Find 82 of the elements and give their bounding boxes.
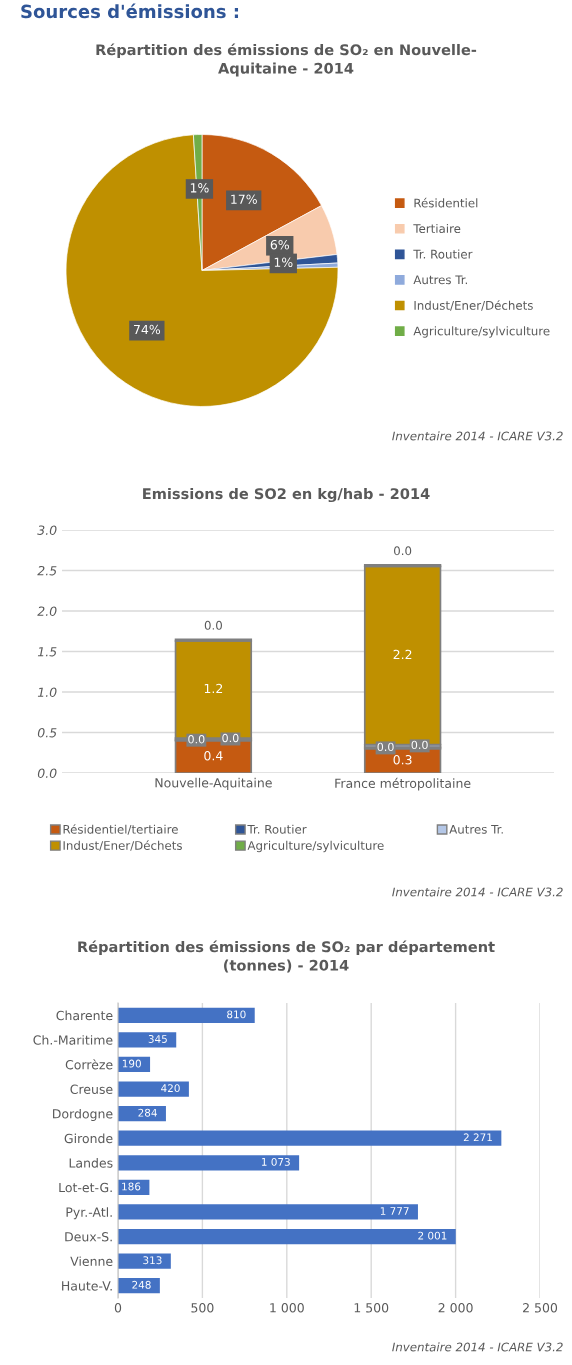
- y-tick-label: 1.5: [37, 647, 57, 657]
- y-tick-label: 2.5: [37, 565, 57, 576]
- x-tick-label: 2 000: [438, 1303, 473, 1313]
- data-label: 313: [143, 1256, 162, 1265]
- data-label: 420: [161, 1084, 180, 1093]
- x-tick-label: Nouvelle-Aquitaine: [155, 777, 272, 790]
- bar: [118, 1228, 456, 1245]
- x-tick-label: France métropolitaine: [335, 777, 471, 791]
- bar: [118, 1253, 171, 1269]
- y-tick-label: 3.0: [37, 525, 57, 535]
- data-label: 17%: [231, 194, 257, 204]
- x-tick-label: 2 500: [523, 1303, 558, 1313]
- bar: [118, 1081, 189, 1097]
- y-tick-label: Corrèze: [65, 1059, 113, 1070]
- data-label: 1 777: [380, 1207, 409, 1215]
- y-tick-label: 2.0: [37, 606, 57, 616]
- data-label: 186: [122, 1182, 141, 1191]
- data-label: 74%: [133, 324, 161, 335]
- y-tick-label: Pyr.-Atl.: [66, 1207, 112, 1220]
- y-tick-label: Haute-V.: [62, 1281, 112, 1291]
- bar: [118, 1130, 502, 1146]
- data-label: 0.0: [377, 742, 394, 752]
- source-note: Sources d'émissions :: [21, 3, 239, 19]
- y-tick-label: Creuse: [70, 1084, 113, 1094]
- legend-label: Agriculture/sylviculture: [247, 840, 384, 853]
- bar: [118, 1007, 255, 1023]
- x-tick-label: 0: [114, 1303, 122, 1313]
- data-label: 0.0: [222, 733, 239, 743]
- y-tick-label: Gironde: [64, 1133, 113, 1144]
- data-label: 2 271: [463, 1133, 492, 1142]
- legend-label: Tr. Routier: [247, 824, 307, 834]
- legend-label: Tertiaire: [413, 223, 461, 234]
- legend-label: Indust/Ener/Déchets: [63, 840, 182, 851]
- data-label: 345: [148, 1035, 167, 1043]
- bar: [118, 1106, 166, 1122]
- data-label: 2 001: [418, 1231, 447, 1240]
- x-tick-label: 1 000: [270, 1303, 304, 1313]
- data-label: 0.4: [204, 750, 223, 761]
- text: Inventaire 2014 - ICARE V3.2: [392, 431, 563, 441]
- y-tick-label: 0.5: [37, 727, 57, 738]
- data-label: 2.2: [393, 649, 412, 659]
- legend-label: Tr. Routier: [413, 249, 473, 259]
- data-label: 0.3: [393, 755, 412, 765]
- bar: [118, 1204, 418, 1220]
- y-tick-label: Landes: [69, 1158, 113, 1168]
- data-label: 1.2: [204, 683, 223, 694]
- bar: [118, 1155, 300, 1171]
- legend-label: Résidentiel: [414, 197, 478, 208]
- y-tick-label: 1.0: [37, 687, 57, 697]
- chart-title: Emissions de SO2 en kg/hab - 2014: [143, 487, 430, 503]
- x-tick-label: 500: [191, 1303, 214, 1313]
- data-label: 0.0: [188, 735, 205, 744]
- y-tick-label: Vienne: [70, 1256, 113, 1267]
- chart-title: Répartition des émissions de SO₂ en Nouvelle- Aquitaine - 2014: [96, 43, 477, 77]
- y-tick-label: Lot-et-G.: [59, 1182, 112, 1193]
- legend-label: Agriculture/sylviculture: [413, 326, 550, 338]
- data-label: 0.0: [394, 546, 412, 556]
- x-tick-label: 1 500: [354, 1303, 389, 1313]
- data-label: 810: [227, 1010, 246, 1019]
- y-tick-label: Charente: [56, 1010, 113, 1021]
- legend-label: Autres Tr.: [413, 275, 467, 285]
- data-label: 190: [122, 1059, 141, 1068]
- y-tick-label: 0.0: [37, 768, 57, 778]
- data-label: 1%: [274, 257, 293, 268]
- y-tick-label: Dordogne: [53, 1108, 113, 1121]
- data-label: 248: [132, 1280, 151, 1289]
- data-label: 0.0: [411, 740, 428, 750]
- data-label: 0.0: [204, 620, 222, 630]
- data-label: 1%: [190, 183, 209, 193]
- bar: [118, 1032, 177, 1048]
- text: Inventaire 2014 - ICARE V3.2: [392, 887, 563, 897]
- legend-label: Autres Tr.: [449, 824, 503, 834]
- text: Inventaire 2014 - ICARE V3.2: [392, 1342, 563, 1352]
- data-label: 284: [138, 1108, 157, 1117]
- data-label: 6%: [270, 239, 289, 250]
- data-label: 1 073: [262, 1157, 290, 1166]
- y-tick-label: Ch.-Maritime: [33, 1035, 113, 1045]
- pie-slice: [65, 134, 339, 407]
- legend-label: Indust/Ener/Déchets: [414, 300, 533, 311]
- y-tick-label: Deux-S.: [65, 1232, 112, 1242]
- legend-label: Résidentiel/tertiaire: [63, 824, 178, 835]
- chart-title: Répartition des émissions de SO₂ par département (tonnes) - 2014: [78, 940, 495, 973]
